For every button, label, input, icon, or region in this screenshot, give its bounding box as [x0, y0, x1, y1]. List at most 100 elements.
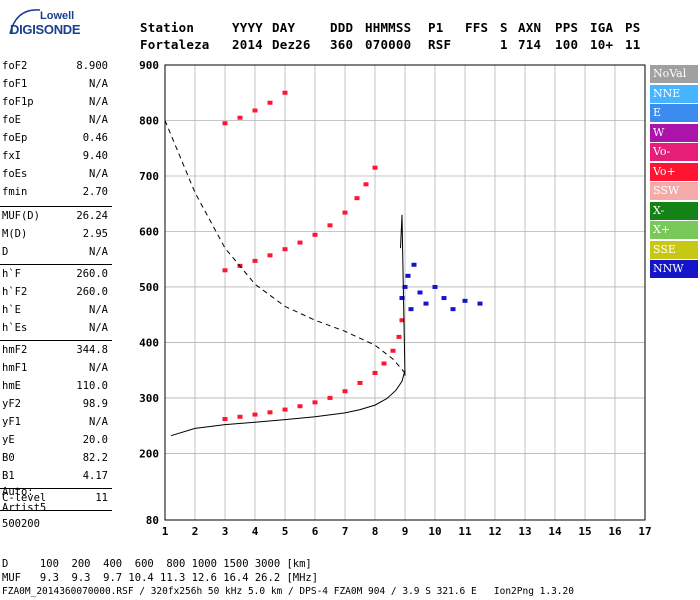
header-label-ffs: FFS: [465, 20, 489, 35]
param-row: yE 20.0: [2, 434, 108, 446]
legend-item: W: [650, 123, 698, 142]
header-value-ddd: 360: [330, 37, 354, 52]
echo-point: [342, 210, 348, 215]
echo-point: [282, 407, 288, 412]
footer-muf-line: MUF 9.3 9.3 9.7 10.4 11.3 12.6 16.4 26.2…: [2, 572, 319, 584]
echo-point: [237, 115, 243, 120]
echo-point: [222, 121, 228, 126]
echo-point: [432, 284, 438, 289]
header-label-yyyy: YYYY: [232, 20, 263, 35]
header-value-ps: 11: [625, 37, 641, 52]
header-value-p1: RSF: [428, 37, 452, 52]
echo-point: [312, 232, 318, 237]
plot-frame: [164, 64, 646, 521]
legend-item: X-: [650, 201, 698, 220]
header-value-day: Dez26: [272, 37, 311, 52]
autoscale-artist: Artist5: [2, 502, 47, 514]
parameter-panel: foF2 8.900 foF1 N/A foF1p N/A foE N/A foEp 0.…: [0, 0, 115, 540]
profile-curve: [400, 214, 406, 376]
param-row: fxI 9.40: [2, 150, 108, 162]
footer-file-line: FZA0M_2014360070000.RSF / 320fx256h 50 k…: [2, 586, 574, 597]
autoscale-label: Auto:: [2, 486, 34, 498]
footer-d-line: D 100 200 400 600 800 1000 1500 3000 [km…: [2, 558, 312, 570]
axis-ticks: 1 2 3 4 5 6 7 8 9 10 11 12 13 14 15 16 17802003004005006…: [139, 59, 652, 538]
param-row: foEp 0.46: [2, 132, 108, 144]
x-tick-label: 2: [192, 525, 199, 538]
header-value-axn: 714: [518, 37, 542, 52]
echo-point: [222, 268, 228, 273]
divider: [0, 264, 112, 265]
echo-point: [297, 404, 303, 409]
echo-point: [411, 262, 417, 267]
echo-point: [327, 395, 333, 400]
x-tick-label: 10: [428, 525, 441, 538]
profile-curve: [164, 120, 406, 374]
param-row: hmF2 344.8: [2, 344, 108, 356]
legend-item: SSE: [650, 240, 698, 259]
echo-point: [477, 301, 483, 306]
x-tick-label: 15: [578, 525, 591, 538]
param-row: foF1p N/A: [2, 96, 108, 108]
x-tick-label: 5: [282, 525, 289, 538]
echo-point: [450, 307, 456, 312]
echo-point: [267, 410, 273, 415]
profile-curves: [164, 120, 406, 437]
header-label-ps: PS: [625, 20, 641, 35]
y-tick-label: 80: [146, 514, 159, 527]
plot-grid: [164, 64, 646, 521]
y-tick-label: 700: [139, 170, 159, 183]
param-row: foF1 N/A: [2, 78, 108, 90]
echo-point: [267, 100, 273, 105]
x-tick-label: 16: [608, 525, 622, 538]
echo-point: [396, 334, 402, 339]
echo-point: [462, 298, 468, 303]
header-label-p1: P1: [428, 20, 444, 35]
header-value-pps: 100: [555, 37, 579, 52]
echo-point: [237, 414, 243, 419]
param-row: yF1 N/A: [2, 416, 108, 428]
y-tick-label: 800: [139, 114, 159, 127]
param-row: D N/A: [2, 246, 108, 258]
echo-point: [252, 258, 258, 263]
x-tick-label: 11: [458, 525, 472, 538]
legend-item: NNE: [650, 84, 698, 103]
header-value-hhmmss: 070000: [365, 37, 412, 52]
divider: [0, 488, 112, 489]
echo-point: [405, 273, 411, 278]
header-label-station: Station: [140, 20, 195, 35]
param-row: foE N/A: [2, 114, 108, 126]
y-tick-label: 600: [139, 225, 159, 238]
echo-point: [399, 318, 405, 323]
echo-point: [282, 247, 288, 252]
x-tick-label: 12: [488, 525, 501, 538]
divider: [0, 340, 112, 341]
param-row: h`Es N/A: [2, 322, 108, 334]
divider: [0, 510, 112, 511]
param-row: yF2 98.9: [2, 398, 108, 410]
profile-curve: [170, 370, 406, 437]
header-label-s: S: [500, 20, 508, 35]
echo-point: [282, 90, 288, 95]
echo-point: [390, 348, 396, 353]
header-label-day: DAY: [272, 20, 296, 35]
param-row: foF2 8.900: [2, 60, 108, 72]
x-tick-label: 3: [222, 525, 229, 538]
echo-point: [354, 196, 360, 201]
param-row: hmF1 N/A: [2, 362, 108, 374]
digisonde-logo-icon: [9, 9, 41, 35]
header-label-iga: IGA: [590, 20, 614, 35]
logo-text-digisonde: DIGISONDE: [10, 22, 81, 37]
param-row: h`E N/A: [2, 304, 108, 316]
x-tick-label: 6: [312, 525, 319, 538]
y-tick-label: 200: [139, 447, 159, 460]
echo-point: [372, 370, 378, 375]
echo-point: [417, 290, 423, 295]
param-row: MUF(D) 26.24: [2, 210, 108, 222]
echo-point: [327, 223, 333, 228]
param-row: h`F 260.0: [2, 268, 108, 280]
legend-item: SSW: [650, 182, 698, 200]
header-label-hhmmss: HHMMSS: [365, 20, 412, 35]
echo-point: [399, 296, 405, 301]
echo-point: [297, 240, 303, 245]
